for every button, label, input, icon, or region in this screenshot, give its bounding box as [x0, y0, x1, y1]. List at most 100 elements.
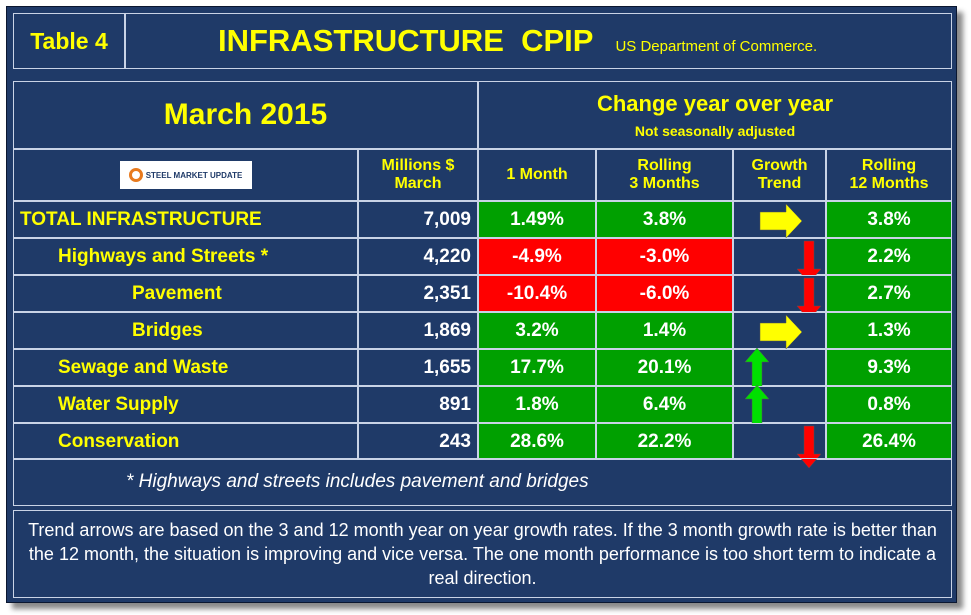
rolling-3-value: 3.8%	[596, 201, 733, 238]
one-month-value-text: 28.6%	[510, 430, 564, 452]
millions-value: 243	[358, 423, 478, 460]
rolling-3-value-text: 1.4%	[642, 319, 687, 341]
row-label-text: Pavement	[132, 282, 222, 304]
trend-up-arrow-icon	[744, 384, 770, 426]
rolling-12-value-text: 1.3%	[867, 319, 911, 341]
title-cell: INFRASTRUCTURE CPIP US Department of Com…	[125, 13, 952, 69]
rolling-3-value: 1.4%	[596, 312, 733, 349]
row-label: Highways and Streets *	[13, 238, 358, 275]
row-label: Bridges	[13, 312, 358, 349]
col-growth-trend: Growth Trend	[733, 149, 826, 201]
rolling-3-value: 22.2%	[596, 423, 733, 460]
row-label: TOTAL INFRASTRUCTURE	[13, 201, 358, 238]
row-label-text: TOTAL INFRASTRUCTURE	[20, 208, 262, 230]
footnote: * Highways and streets includes pavement…	[126, 471, 589, 492]
trend-cell	[733, 201, 826, 239]
trend-cell	[733, 423, 826, 469]
row-label: Conservation	[13, 423, 358, 460]
logo-text: STEEL MARKET UPDATE	[145, 170, 243, 180]
nsa-label: Not seasonally adjusted	[634, 123, 796, 139]
trend-cell	[733, 238, 826, 284]
note-cell: Trend arrows are based on the 3 and 12 m…	[13, 510, 952, 598]
rolling-3-value-text: 20.1%	[637, 356, 692, 378]
col-millions: Millions $ March	[358, 149, 478, 201]
rolling-3-value-text: 6.4%	[642, 393, 687, 415]
rolling-12-value: 0.8%	[826, 386, 952, 423]
millions-value: 2,351	[358, 275, 478, 312]
rolling-12-value-text: 0.8%	[867, 393, 911, 415]
millions-value-text: 4,220	[423, 245, 471, 267]
rolling-12-value-text: 9.3%	[867, 356, 911, 378]
one-month-value-text: -4.9%	[512, 245, 562, 267]
row-label: Pavement	[13, 275, 358, 312]
one-month-value-text: 1.8%	[515, 393, 559, 415]
rolling-12-value: 26.4%	[826, 423, 952, 460]
row-label-text: Highways and Streets *	[58, 245, 269, 267]
rolling-12-value-text: 26.4%	[862, 430, 916, 452]
row-label-text: Bridges	[132, 319, 203, 341]
col-rolling-3: Rolling 3 Months	[596, 149, 733, 201]
table-frame: Table 4 INFRASTRUCTURE CPIP US Departmen…	[6, 6, 957, 603]
one-month-value: 1.8%	[478, 386, 596, 423]
rolling-3-value: 6.4%	[596, 386, 733, 423]
trend-down-arrow-icon	[796, 425, 822, 469]
millions-value: 1,655	[358, 349, 478, 386]
logo-swoosh-icon	[128, 168, 143, 182]
row-label: Sewage and Waste	[13, 349, 358, 386]
rolling-12-value: 2.2%	[826, 238, 952, 275]
millions-value: 4,220	[358, 238, 478, 275]
rolling-3-value-text: -6.0%	[639, 282, 690, 304]
millions-value-text: 891	[439, 393, 471, 415]
rolling-12-value-text: 2.2%	[867, 245, 911, 267]
rolling-12-value-text: 3.8%	[867, 208, 911, 230]
trend-right-arrow-icon	[759, 314, 803, 350]
row-label: Water Supply	[13, 386, 358, 423]
rolling-3-value-text: -3.0%	[639, 245, 690, 267]
one-month-value-text: 17.7%	[510, 356, 564, 378]
period-cell: March 2015	[13, 81, 478, 149]
millions-value-text: 1,869	[423, 319, 471, 341]
millions-value: 7,009	[358, 201, 478, 238]
one-month-value-text: 3.2%	[515, 319, 559, 341]
table-label-cell: Table 4	[13, 13, 125, 69]
rolling-3-value: -6.0%	[596, 275, 733, 312]
rolling-3-value: -3.0%	[596, 238, 733, 275]
one-month-value-text: 1.49%	[510, 208, 564, 230]
rolling-12-value: 2.7%	[826, 275, 952, 312]
one-month-value: -10.4%	[478, 275, 596, 312]
one-month-value: -4.9%	[478, 238, 596, 275]
trend-right-arrow-icon	[759, 203, 803, 239]
millions-value: 1,869	[358, 312, 478, 349]
period-label: March 2015	[163, 98, 328, 131]
col-rolling-12: Rolling 12 Months	[826, 149, 952, 201]
rolling-12-value: 1.3%	[826, 312, 952, 349]
millions-value: 891	[358, 386, 478, 423]
footnote-cell: * Highways and streets includes pavement…	[13, 458, 952, 506]
rolling-3-value-text: 3.8%	[642, 208, 687, 230]
one-month-value-text: -10.4%	[506, 282, 568, 304]
change-header-cell: Change year over year Not seasonally adj…	[478, 81, 952, 149]
change-header: Change year over year	[596, 91, 834, 116]
rolling-12-value-text: 2.7%	[867, 282, 911, 304]
trend-cell	[733, 312, 826, 350]
row-label-text: Conservation	[58, 430, 180, 452]
one-month-value: 17.7%	[478, 349, 596, 386]
table-label: Table 4	[30, 27, 108, 54]
millions-value-text: 1,655	[423, 356, 471, 378]
rolling-3-value: 20.1%	[596, 349, 733, 386]
trend-cell	[733, 347, 826, 389]
one-month-value: 1.49%	[478, 201, 596, 238]
millions-value-text: 7,009	[423, 208, 471, 230]
one-month-value: 3.2%	[478, 312, 596, 349]
millions-value-text: 2,351	[423, 282, 471, 304]
row-label-text: Water Supply	[58, 393, 179, 415]
rolling-12-value: 9.3%	[826, 349, 952, 386]
rolling-12-value: 3.8%	[826, 201, 952, 238]
trend-note: Trend arrows are based on the 3 and 12 m…	[28, 520, 937, 588]
steel-market-update-logo: STEEL MARKET UPDATE	[119, 161, 252, 189]
page-title: INFRASTRUCTURE CPIP	[218, 23, 594, 58]
col-one-month: 1 Month	[478, 149, 596, 201]
trend-cell	[733, 275, 826, 321]
millions-value-text: 243	[439, 430, 471, 452]
source-label: US Department of Commerce.	[615, 37, 818, 55]
